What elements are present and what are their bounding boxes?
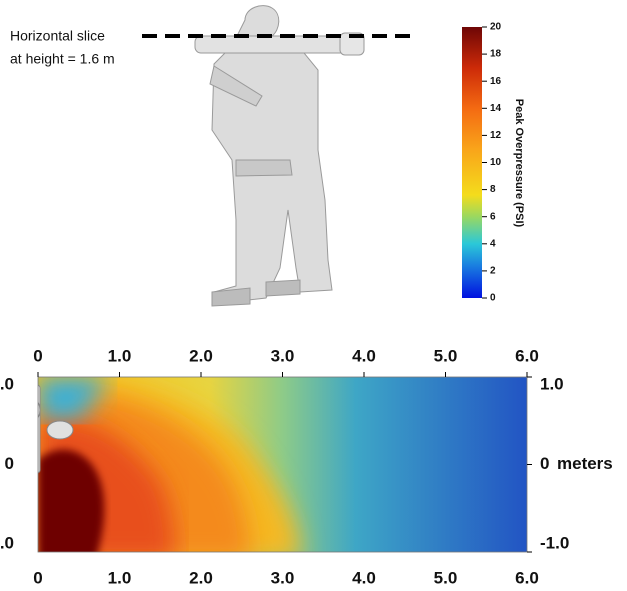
- x-tick-label-top: 5.0: [434, 346, 458, 365]
- colorbar-tick-label: 0: [490, 293, 496, 304]
- y-unit-label: meters: [557, 454, 613, 473]
- y-tick-label-left: 1.0: [0, 374, 14, 393]
- x-tick-label-bottom: 0: [33, 568, 42, 587]
- colorbar: [462, 27, 482, 298]
- y-tick-label-right: 1.0: [540, 374, 564, 393]
- colorbar-tick-label: 8: [490, 184, 496, 195]
- x-tick-label-bottom: 6.0: [515, 568, 539, 587]
- colorbar-tick-label: 12: [490, 130, 502, 141]
- x-tick-label-top: 0: [33, 346, 42, 365]
- y-tick-label-left: -1.0: [0, 533, 14, 552]
- colorbar-tick-label: 10: [490, 157, 502, 168]
- pressure-field: [38, 377, 527, 552]
- annotation: Horizontal slice: [10, 28, 105, 44]
- colorbar-label: Peak Overpressure (PSI): [513, 99, 525, 228]
- y-tick-label-right: 0: [540, 454, 549, 473]
- colorbar-tick-label: 20: [490, 22, 502, 33]
- x-tick-label-top: 4.0: [352, 346, 376, 365]
- x-tick-label-bottom: 2.0: [189, 568, 213, 587]
- colorbar-tick-label: 6: [490, 211, 496, 222]
- x-tick-label-top: 2.0: [189, 346, 213, 365]
- colorbar-tick-label: 2: [490, 266, 496, 277]
- x-tick-label-bottom: 1.0: [108, 568, 132, 587]
- x-tick-label-top: 6.0: [515, 346, 539, 365]
- soldier-model: [209, 5, 333, 307]
- y-tick-label-right: -1.0: [540, 533, 569, 552]
- colorbar-tick-label: 14: [490, 103, 502, 114]
- launcher-tube: [194, 32, 365, 56]
- colorbar-tick-label: 4: [490, 238, 496, 249]
- y-tick-label-left: 0: [5, 454, 14, 473]
- annotation: at height = 1.6 m: [10, 51, 115, 67]
- x-tick-label-bottom: 4.0: [352, 568, 376, 587]
- x-tick-label-bottom: 3.0: [271, 568, 295, 587]
- colorbar-tick-label: 18: [490, 49, 502, 60]
- x-tick-label-top: 1.0: [108, 346, 132, 365]
- colorbar-tick-label: 16: [490, 76, 502, 87]
- x-tick-label-top: 3.0: [271, 346, 295, 365]
- x-tick-label-bottom: 5.0: [434, 568, 458, 587]
